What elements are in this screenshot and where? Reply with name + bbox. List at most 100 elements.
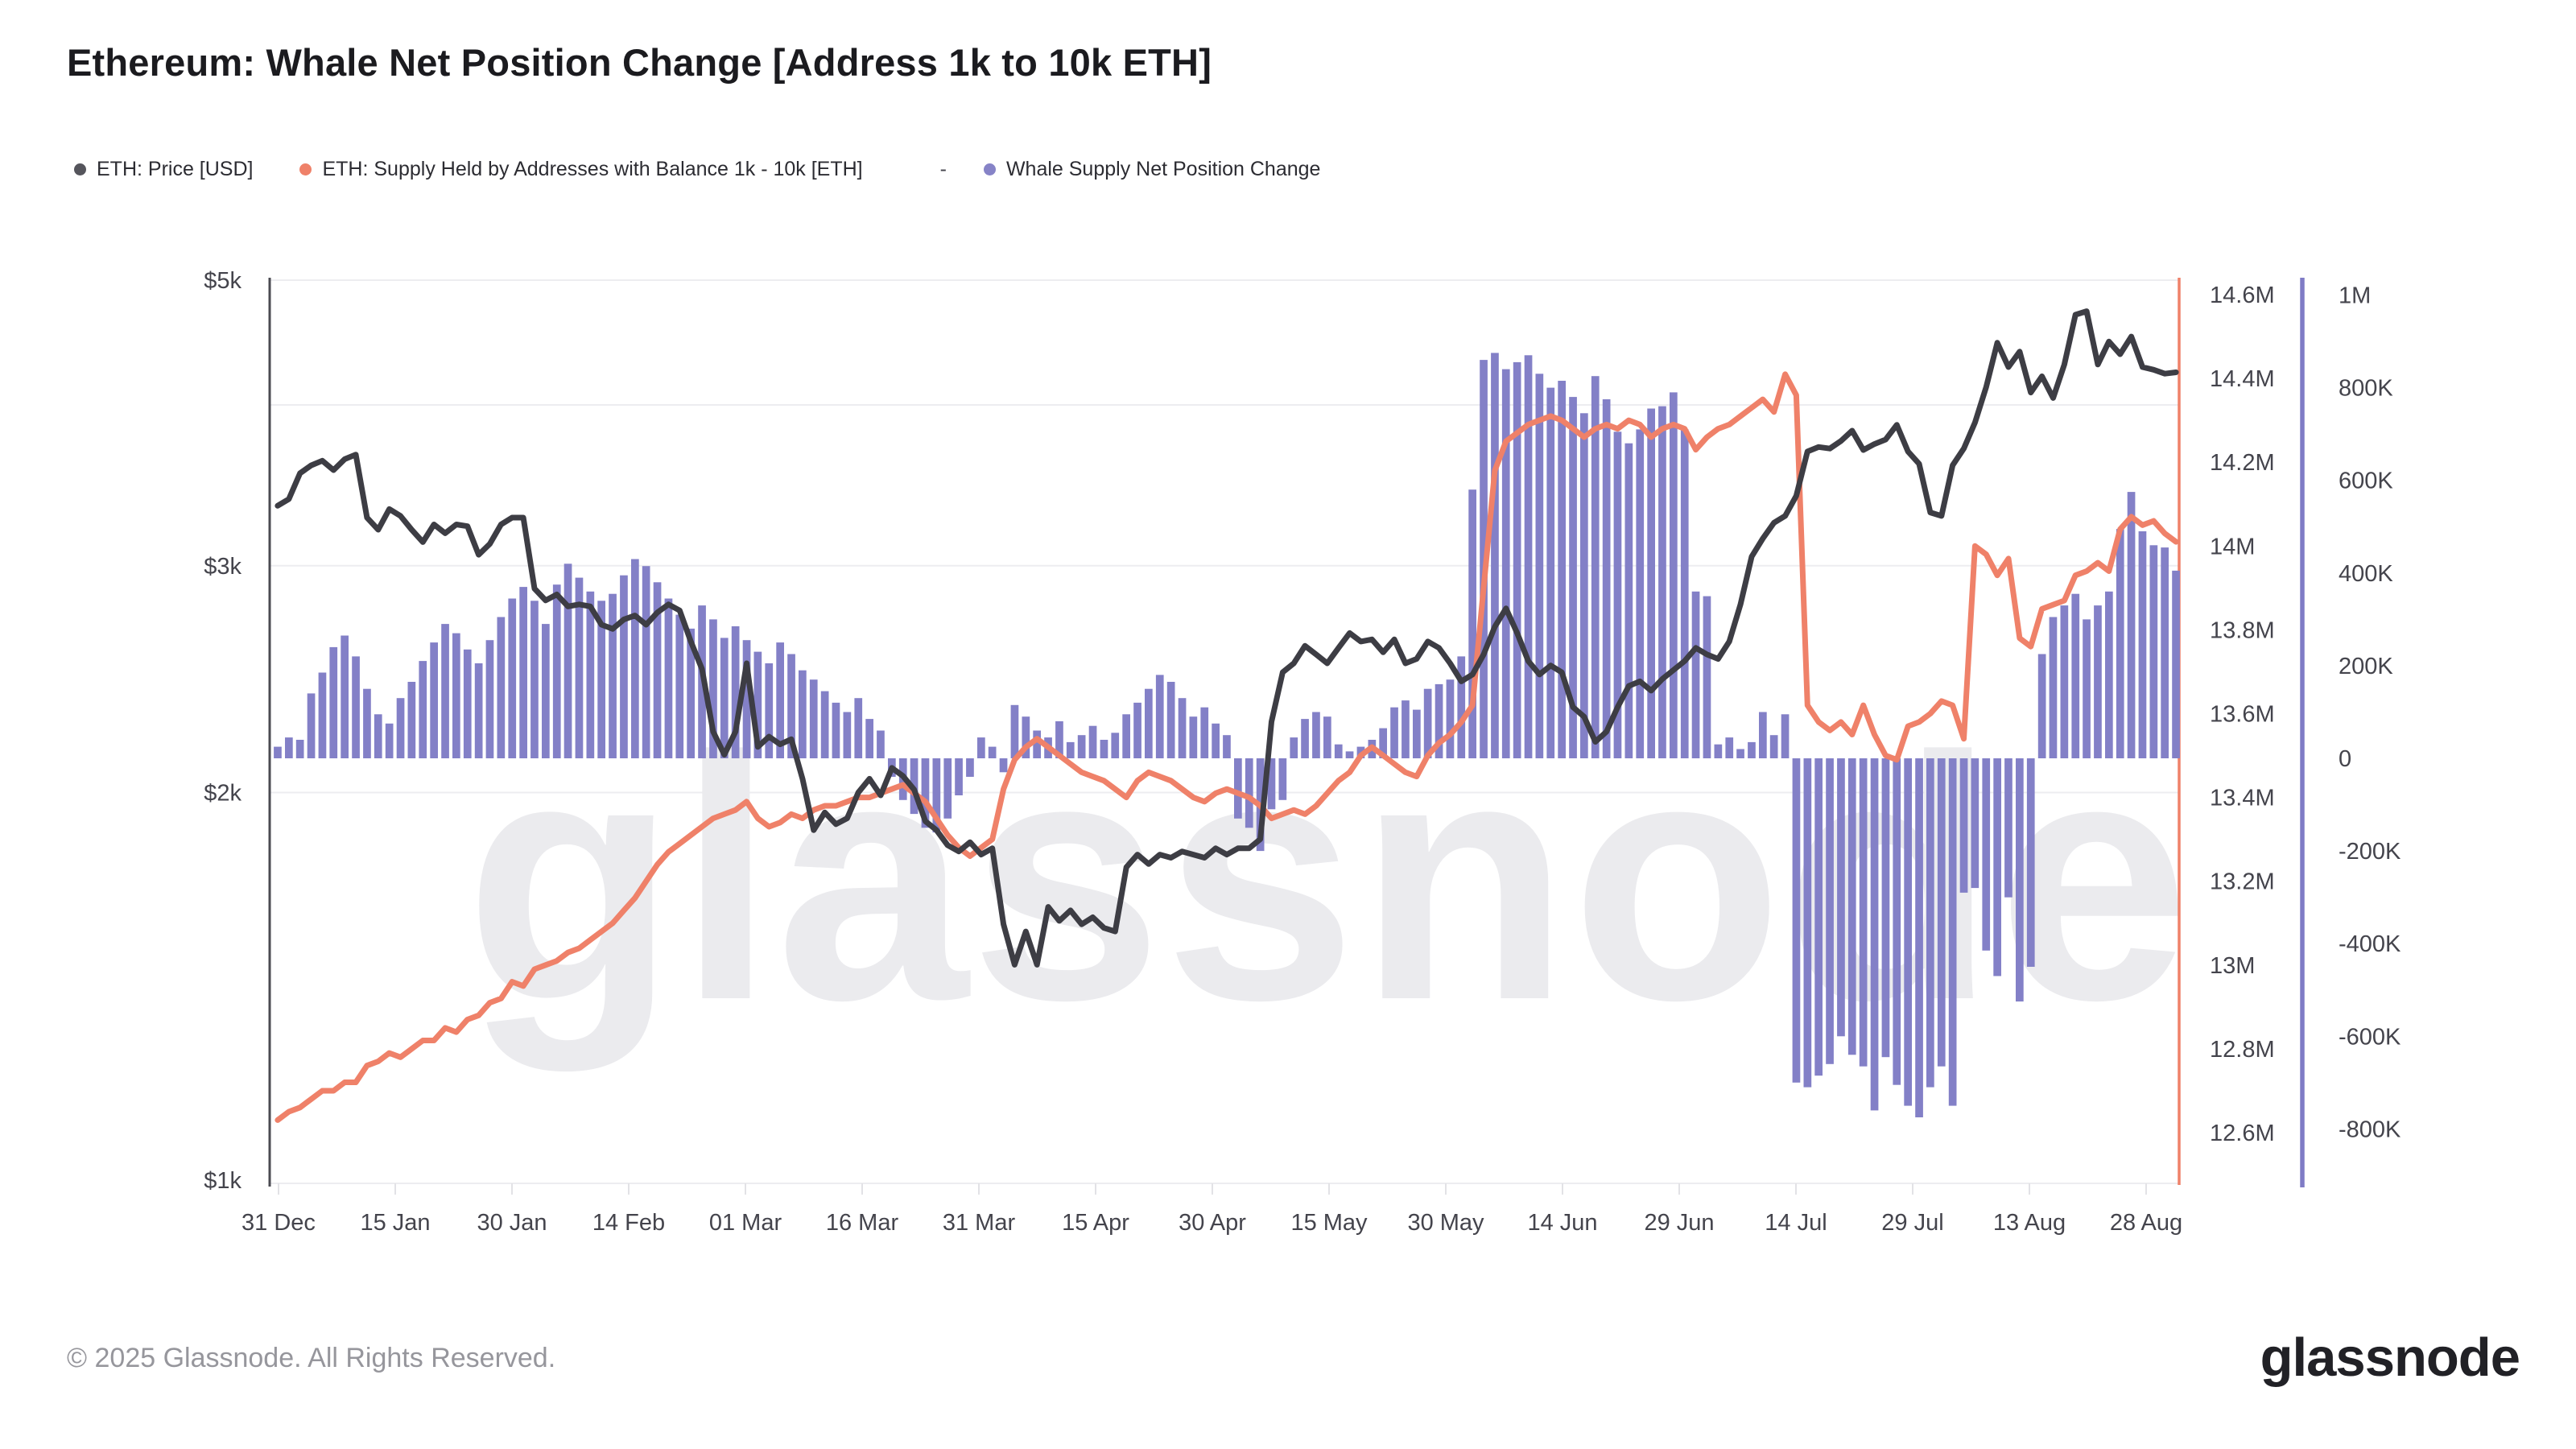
net-position-bar [1591, 376, 1600, 758]
net-position-bar [1390, 707, 1398, 758]
net-position-bar [687, 628, 695, 758]
legend-item-supply[interactable]: ETH: Supply Held by Addresses with Balan… [299, 158, 863, 181]
svg-text:200K: 200K [2339, 654, 2393, 679]
supply-axis-labels: 14.6M 14.4M 14.2M 14M 13.8M 13.6M 13.4M 13.2M 13… [2210, 283, 2275, 1146]
net-position-bar [274, 746, 282, 758]
net-position-bar [2172, 570, 2180, 758]
price-axis-labels: $5k $3k $2k $1k [204, 268, 242, 1194]
net-position-bar [407, 682, 416, 758]
net-position-bar [1714, 744, 1723, 758]
net-position-bar [318, 672, 327, 758]
net-position-bar [597, 601, 605, 758]
price-line [275, 308, 2179, 968]
net-position-bar [1234, 758, 1242, 819]
net-position-bar [419, 661, 427, 758]
net-position-bar [1100, 740, 1108, 758]
net-position-bar [1937, 758, 1946, 1067]
svg-text:-400K: -400K [2339, 931, 2401, 957]
copyright-text: © 2025 Glassnode. All Rights Reserved. [67, 1343, 556, 1373]
net-position-bar [1881, 758, 1890, 1058]
whale-net-position-chart[interactable]: glassnode $5k $3k $2k $1k 14.6M 14.4M 14.2M 14M 1… [0, 0, 2576, 1304]
net-axis-labels: 1M 800K 600K 400K 200K 0 -200K -400K -600K -800K [2339, 283, 2401, 1143]
net-position-bar [1022, 716, 1030, 758]
svg-text:-200K: -200K [2339, 839, 2401, 865]
net-position-bar [2037, 654, 2046, 758]
net-position-bar [1491, 353, 1499, 758]
net-position-bar [1859, 758, 1868, 1067]
svg-text:29 Jun: 29 Jun [1644, 1210, 1714, 1236]
net-position-bar [1602, 399, 1611, 758]
net-position-bar [1457, 656, 1466, 758]
net-position-bar [2060, 605, 2069, 758]
net-position-bar [396, 698, 405, 758]
net-position-bar [2026, 758, 2035, 967]
net-position-bar [1759, 712, 1767, 758]
net-position-bar [485, 640, 494, 758]
legend-separator: - [939, 158, 947, 180]
net-position-bar [977, 737, 985, 758]
net-position-bar [1613, 431, 1622, 758]
svg-text:13M: 13M [2210, 953, 2255, 979]
svg-text:30 Apr: 30 Apr [1179, 1210, 1246, 1236]
net-position-bar [2149, 545, 2158, 758]
net-position-bar [552, 584, 561, 758]
net-position-bar [1301, 719, 1309, 758]
net-position-bar [329, 646, 338, 758]
net-position-bar [1066, 741, 1075, 758]
svg-text:$5k: $5k [204, 268, 242, 294]
chart-legend: ETH: Price [USD] ETH: Supply Held by Add… [74, 158, 1320, 181]
net-position-bar [1670, 392, 1678, 758]
net-position-bar [765, 663, 774, 758]
net-position-bar [1803, 758, 1812, 1088]
svg-text:13.2M: 13.2M [2210, 869, 2275, 895]
svg-text:$2k: $2k [204, 781, 242, 807]
svg-text:$3k: $3k [204, 554, 242, 580]
net-position-bar [1691, 591, 1700, 758]
net-position-bar [631, 559, 639, 758]
net-position-bar [1055, 721, 1063, 758]
legend-item-netchange[interactable]: Whale Supply Net Position Change [983, 158, 1320, 181]
net-position-bar [1212, 723, 1220, 758]
net-position-bar [1826, 758, 1834, 1064]
svg-text:13.8M: 13.8M [2210, 617, 2275, 643]
net-position-bar [542, 624, 550, 758]
net-position-bar [430, 642, 438, 758]
legend-item-price[interactable]: ETH: Price [USD] [74, 158, 253, 181]
net-position-bar [385, 723, 394, 758]
svg-text:15 Apr: 15 Apr [1062, 1210, 1129, 1236]
net-position-bar [441, 624, 449, 758]
net-position-bars [274, 353, 2180, 1117]
net-position-bar [820, 691, 829, 758]
net-position-bar [2094, 605, 2102, 758]
net-position-bar [1971, 758, 1979, 889]
net-position-bar [1178, 698, 1187, 758]
net-position-bar [1535, 374, 1544, 758]
netchange-legend-dot-icon [983, 163, 996, 175]
net-position-bar [1769, 735, 1778, 758]
price-legend-dot-icon [74, 163, 86, 175]
net-position-bar [1703, 596, 1711, 758]
net-position-bar [463, 649, 472, 758]
net-position-bar [1200, 707, 1209, 758]
net-position-bar [1111, 733, 1120, 758]
net-position-bar [564, 564, 572, 758]
net-position-bar [1245, 758, 1253, 828]
net-position-bar [1402, 700, 1410, 758]
net-position-bar [1847, 758, 1856, 1055]
net-position-bar [1166, 682, 1175, 758]
net-position-bar [2083, 619, 2091, 758]
chart-canvas[interactable]: glassnode$5k$3k$2k$1k14.6M14.4M14.2M14M1… [0, 0, 2576, 1304]
net-position-bar [809, 679, 818, 758]
net-position-bar [586, 591, 595, 758]
svg-text:30 Jan: 30 Jan [477, 1210, 547, 1236]
svg-text:0: 0 [2339, 746, 2351, 772]
net-position-bar [295, 740, 304, 758]
net-position-bar [1569, 397, 1577, 758]
net-position-bar [955, 758, 963, 795]
net-position-bar [1133, 702, 1141, 758]
net-position-bar [497, 617, 506, 758]
net-position-bar [1278, 758, 1287, 800]
net-position-bar [620, 575, 628, 758]
net-position-bar [1680, 429, 1689, 758]
svg-text:12.8M: 12.8M [2210, 1037, 2275, 1063]
